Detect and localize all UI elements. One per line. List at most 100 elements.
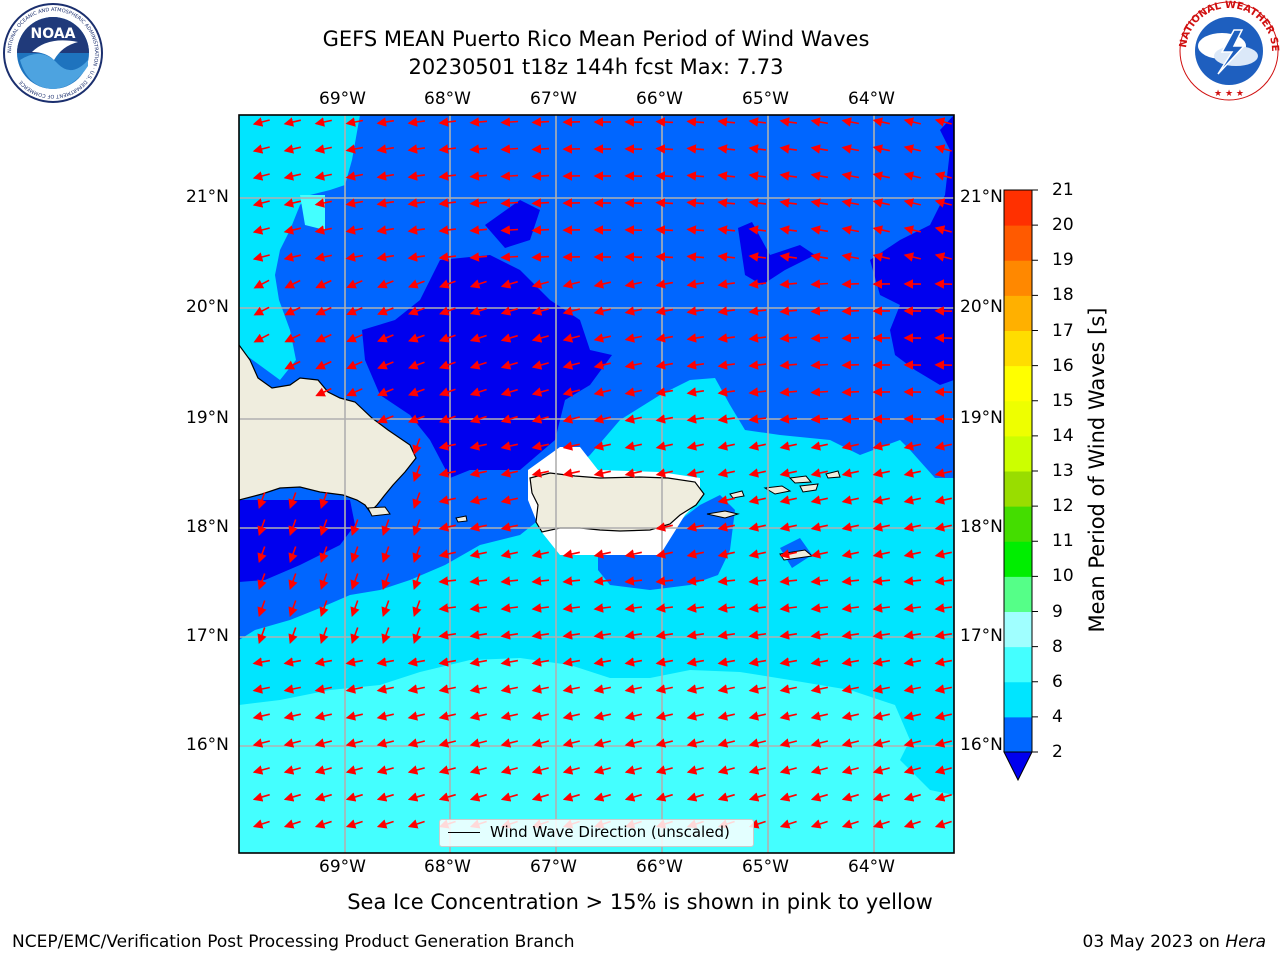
svg-text:★ ★ ★: ★ ★ ★ bbox=[1214, 89, 1244, 99]
wind-wave-arrow bbox=[376, 657, 395, 667]
wind-wave-arrow bbox=[257, 492, 267, 510]
wind-wave-arrow bbox=[779, 522, 797, 532]
wind-wave-arrow bbox=[748, 549, 766, 559]
wind-wave-arrow bbox=[872, 198, 890, 208]
wind-wave-arrow bbox=[562, 414, 580, 424]
wind-wave-arrow bbox=[841, 306, 860, 316]
wind-wave-arrow bbox=[284, 360, 301, 370]
wind-wave-arrow bbox=[872, 441, 890, 451]
wind-wave-arrow bbox=[655, 522, 673, 532]
wind-wave-arrow bbox=[717, 360, 736, 370]
wind-wave-arrow bbox=[376, 738, 394, 748]
wind-wave-arrow bbox=[717, 711, 735, 721]
wind-wave-arrow bbox=[314, 792, 332, 802]
wind-wave-arrow bbox=[408, 279, 425, 289]
wind-wave-arrow bbox=[934, 819, 952, 829]
chart-title: GEFS MEAN Puerto Rico Mean Period of Win… bbox=[322, 27, 870, 51]
wind-wave-arrow bbox=[531, 711, 549, 721]
wind-wave-arrow bbox=[748, 387, 767, 397]
wind-wave-arrow bbox=[469, 630, 488, 640]
wind-wave-arrow bbox=[438, 657, 457, 667]
wind-wave-arrow bbox=[407, 819, 425, 829]
wind-wave-arrow bbox=[872, 603, 891, 613]
wind-wave-arrow bbox=[376, 819, 394, 829]
mona-islet bbox=[455, 515, 468, 523]
wind-wave-arrow bbox=[257, 546, 267, 564]
wind-wave-arrow bbox=[810, 765, 828, 775]
wind-wave-arrow bbox=[381, 573, 391, 591]
wind-wave-arrow bbox=[283, 144, 301, 154]
colorbar-tick-label: 17 bbox=[1052, 320, 1074, 341]
wind-wave-arrow bbox=[438, 630, 457, 640]
wind-wave-arrow bbox=[500, 117, 519, 127]
wind-wave-arrow bbox=[593, 630, 612, 640]
wind-wave-arrow bbox=[319, 600, 329, 618]
wind-wave-arrow bbox=[319, 492, 329, 510]
wind-wave-arrow bbox=[438, 765, 456, 775]
wind-wave-arrow bbox=[252, 765, 270, 775]
period-band-6-8 bbox=[239, 658, 954, 853]
wind-wave-arrow bbox=[717, 657, 736, 667]
chart-subtitle: 20230501 t18z 144h fcst Max: 7.73 bbox=[408, 55, 784, 79]
wind-wave-arrow bbox=[872, 576, 891, 586]
lat-label-right: 17°N bbox=[960, 626, 1003, 646]
lat-label-left: 17°N bbox=[186, 626, 229, 646]
wind-wave-arrow bbox=[288, 600, 298, 618]
wind-wave-arrow bbox=[655, 603, 674, 613]
wind-wave-arrow bbox=[748, 684, 766, 694]
wind-wave-arrow bbox=[872, 144, 890, 154]
wind-wave-arrow bbox=[717, 684, 735, 694]
lat-label-left: 16°N bbox=[186, 735, 229, 755]
wind-wave-arrow bbox=[345, 225, 364, 235]
lat-label-right: 19°N bbox=[960, 408, 1003, 428]
wind-wave-arrow bbox=[779, 765, 797, 775]
wind-wave-arrow bbox=[655, 657, 674, 667]
colorbar-tick-label: 14 bbox=[1052, 425, 1074, 446]
wind-wave-arrow bbox=[624, 441, 642, 451]
colorbar-segment bbox=[1004, 576, 1032, 612]
lat-label-left: 19°N bbox=[186, 408, 229, 428]
wind-wave-arrow bbox=[810, 117, 829, 127]
colorbar-tick-label: 19 bbox=[1052, 250, 1074, 271]
wind-wave-arrow bbox=[345, 198, 364, 208]
wind-wave-arrow bbox=[469, 252, 488, 262]
wind-wave-arrow bbox=[903, 603, 922, 613]
colorbar-tick-label: 13 bbox=[1052, 461, 1074, 481]
wind-wave-arrow bbox=[412, 627, 422, 645]
period-under-east bbox=[738, 222, 815, 285]
wind-wave-arrow bbox=[903, 684, 921, 694]
wind-wave-arrow bbox=[252, 819, 270, 829]
wind-wave-arrow bbox=[624, 738, 642, 748]
wind-wave-arrow bbox=[841, 360, 860, 370]
wind-wave-arrow bbox=[624, 306, 642, 316]
wind-wave-arrow bbox=[283, 252, 301, 262]
colorbar-segment bbox=[1004, 716, 1032, 753]
wind-wave-arrow bbox=[841, 765, 859, 775]
wind-wave-arrow bbox=[438, 441, 456, 451]
wind-wave-arrow bbox=[934, 684, 952, 694]
wind-wave-arrow bbox=[531, 684, 549, 694]
wind-wave-arrow bbox=[283, 819, 301, 829]
wind-wave-arrow bbox=[717, 117, 736, 127]
wind-wave-arrow bbox=[407, 117, 426, 127]
lon-label-top: 66°W bbox=[636, 89, 683, 109]
wind-wave-arrow bbox=[717, 738, 735, 748]
wind-wave-arrow bbox=[438, 549, 456, 559]
wind-wave-arrow bbox=[810, 522, 828, 532]
wind-wave-arrow bbox=[903, 522, 921, 532]
lat-label-right: 16°N bbox=[960, 735, 1003, 755]
wind-wave-arrow bbox=[438, 711, 456, 721]
wind-wave-arrow bbox=[412, 546, 422, 564]
lon-label-top: 67°W bbox=[530, 89, 577, 109]
wind-wave-arrow bbox=[381, 546, 391, 564]
wind-wave-arrow bbox=[377, 360, 394, 370]
wind-wave-arrow bbox=[376, 144, 395, 154]
wind-wave-arrow bbox=[903, 171, 921, 181]
wind-wave-arrow bbox=[872, 711, 890, 721]
wind-wave-arrow bbox=[531, 603, 550, 613]
wind-wave-arrow bbox=[252, 657, 271, 667]
nws-logo: NATIONAL WEATHER SERVICE ★ ★ ★ bbox=[1178, 0, 1280, 101]
wind-wave-arrow bbox=[779, 198, 798, 208]
wind-wave-arrow bbox=[903, 144, 921, 154]
wind-wave-arrow bbox=[841, 414, 860, 424]
